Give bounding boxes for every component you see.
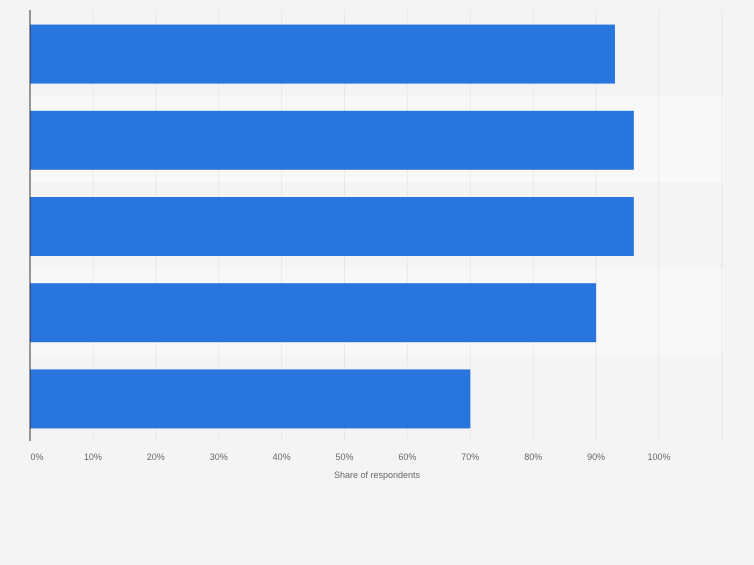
x-axis-ticks: 0% 10% 20% 30% 40% 50% 60% 70% 80% 90% 100% — [30, 452, 670, 462]
x-tick-label: 20% — [147, 452, 165, 462]
x-tick-label: 80% — [524, 452, 542, 462]
bars — [30, 24, 634, 429]
x-tick-label: 60% — [398, 452, 416, 462]
x-tick-label: 0% — [30, 452, 43, 462]
bar — [30, 24, 615, 84]
bar — [30, 369, 471, 429]
x-tick-label: 40% — [273, 452, 291, 462]
x-tick-label: 50% — [335, 452, 353, 462]
bar — [30, 197, 634, 256]
x-tick-label: 10% — [84, 452, 102, 462]
x-tick-label: 100% — [647, 452, 670, 462]
bar — [30, 283, 597, 343]
x-tick-label: 30% — [210, 452, 228, 462]
x-tick-label: 70% — [461, 452, 479, 462]
bar — [30, 110, 634, 170]
x-tick-label: 90% — [587, 452, 605, 462]
x-axis-label: Share of respondents — [334, 470, 421, 480]
